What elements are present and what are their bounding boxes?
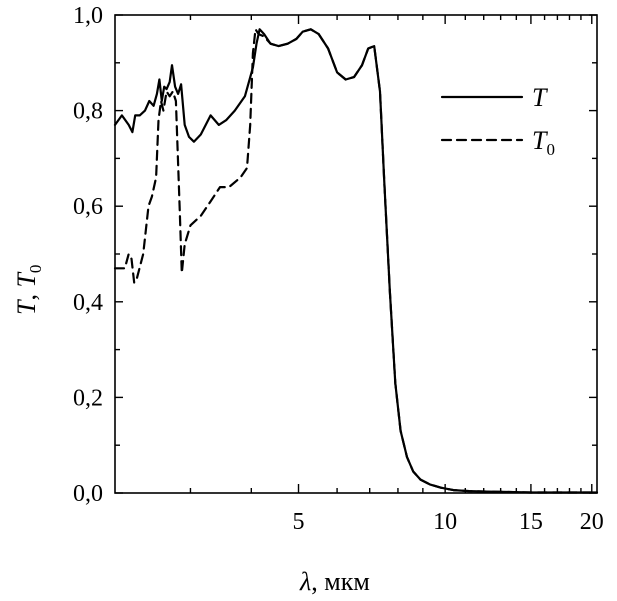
x-tick-label: 20 [580, 509, 604, 535]
axis-tick-labels: 0,0 0,2 0,4 0,6 0,8 1,0 5 10 15 20 [73, 3, 604, 535]
legend-label-T: T [532, 83, 548, 112]
y-axis-title: T, T0 [12, 265, 45, 315]
x-tick-label: 10 [433, 509, 457, 535]
y-tick-label: 0,2 [73, 385, 103, 411]
y-tick-label: 0,8 [73, 99, 103, 125]
data-curves [113, 28, 599, 494]
y-tick-label: 0,4 [73, 290, 103, 316]
y-tick-label: 1,0 [73, 3, 103, 29]
series-line-T0 [113, 28, 599, 494]
x-axis-title: λ, мкм [299, 567, 370, 596]
y-tick-label: 0,0 [73, 481, 103, 507]
series-line-T [113, 28, 599, 494]
y-tick-label: 0,6 [73, 194, 103, 220]
plot-frame [114, 14, 598, 494]
x-tick-label: 5 [293, 509, 305, 535]
axis-ticks [115, 14, 597, 494]
legend: T T0 [440, 83, 555, 159]
legend-label-T0: T0 [532, 126, 555, 159]
x-tick-label: 15 [519, 509, 543, 535]
